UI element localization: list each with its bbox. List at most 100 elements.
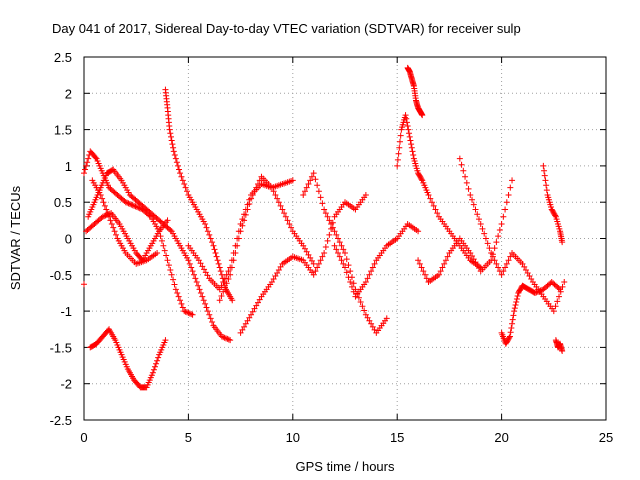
data-point bbox=[160, 242, 167, 249]
data-point bbox=[85, 155, 92, 162]
data-point bbox=[216, 297, 223, 304]
data-point bbox=[164, 217, 171, 224]
data-point bbox=[170, 144, 177, 151]
data-point bbox=[202, 300, 209, 307]
data-point bbox=[512, 302, 519, 309]
series-arc-11 bbox=[331, 220, 422, 300]
data-point bbox=[124, 199, 131, 206]
data-point bbox=[217, 268, 224, 275]
chart-title: Day 041 of 2017, Sidereal Day-to-day VTE… bbox=[52, 21, 521, 36]
data-point bbox=[189, 311, 196, 318]
data-point bbox=[181, 181, 188, 188]
data-point bbox=[203, 224, 210, 231]
data-point bbox=[131, 202, 138, 209]
data-point bbox=[541, 172, 548, 179]
data-point bbox=[193, 279, 200, 286]
data-point bbox=[129, 202, 136, 209]
data-point bbox=[345, 274, 352, 281]
data-point bbox=[503, 199, 510, 206]
data-point bbox=[486, 245, 493, 252]
data-point bbox=[324, 237, 331, 244]
data-point bbox=[522, 266, 529, 273]
data-point bbox=[154, 250, 161, 257]
data-point bbox=[312, 176, 319, 183]
y-tick-label: 1.5 bbox=[54, 123, 72, 138]
data-point bbox=[491, 257, 498, 264]
data-point bbox=[268, 184, 275, 191]
data-point bbox=[185, 257, 192, 264]
y-tick-label: -2 bbox=[60, 377, 72, 392]
data-point bbox=[184, 188, 191, 195]
data-point bbox=[336, 253, 343, 260]
data-point bbox=[103, 211, 110, 218]
data-point bbox=[216, 286, 223, 293]
data-point bbox=[509, 320, 516, 327]
data-point bbox=[528, 276, 535, 283]
data-point bbox=[347, 279, 354, 286]
data-point bbox=[185, 309, 192, 316]
series-arc-15 bbox=[456, 155, 568, 315]
data-point bbox=[199, 293, 206, 300]
data-point bbox=[189, 268, 196, 275]
data-point bbox=[248, 311, 255, 318]
data-point bbox=[557, 286, 564, 293]
data-point bbox=[281, 210, 288, 217]
data-point bbox=[361, 307, 368, 314]
data-point bbox=[540, 162, 547, 169]
data-point bbox=[505, 257, 512, 264]
data-point bbox=[286, 220, 293, 227]
data-point bbox=[218, 282, 225, 289]
data-point bbox=[284, 217, 291, 224]
data-point bbox=[537, 287, 544, 294]
data-point bbox=[249, 191, 256, 198]
data-point bbox=[101, 213, 108, 220]
data-point bbox=[347, 268, 354, 275]
data-point bbox=[186, 260, 193, 267]
data-point bbox=[225, 276, 232, 283]
data-point bbox=[333, 246, 340, 253]
data-point bbox=[510, 312, 517, 319]
data-point bbox=[128, 201, 135, 208]
data-point bbox=[405, 126, 412, 133]
data-point bbox=[300, 191, 307, 198]
data-point bbox=[107, 217, 114, 224]
data-point bbox=[229, 297, 236, 304]
data-point bbox=[277, 202, 284, 209]
series-arc-16 bbox=[498, 279, 564, 347]
data-point bbox=[228, 264, 235, 271]
data-point bbox=[282, 213, 289, 220]
data-point bbox=[221, 334, 228, 341]
data-point bbox=[543, 187, 550, 194]
data-point bbox=[172, 155, 179, 162]
data-point bbox=[201, 266, 208, 273]
data-point bbox=[155, 354, 162, 361]
data-point bbox=[102, 212, 109, 219]
data-point bbox=[552, 303, 559, 310]
data-point bbox=[506, 333, 513, 340]
data-point bbox=[434, 210, 441, 217]
data-point bbox=[242, 320, 249, 327]
y-tick-label: -2.5 bbox=[50, 413, 72, 428]
data-point bbox=[179, 177, 186, 184]
data-point bbox=[230, 257, 237, 264]
data-point bbox=[232, 250, 239, 257]
data-point bbox=[536, 288, 543, 295]
data-point bbox=[552, 212, 559, 219]
data-point bbox=[182, 184, 189, 191]
data-point bbox=[514, 292, 521, 299]
data-point bbox=[195, 257, 202, 264]
data-point bbox=[408, 144, 415, 151]
data-point bbox=[279, 206, 286, 213]
data-point bbox=[199, 263, 206, 270]
data-point bbox=[462, 173, 469, 180]
x-tick-label: 15 bbox=[390, 430, 404, 445]
data-point bbox=[241, 217, 248, 224]
data-point bbox=[125, 200, 132, 207]
data-point bbox=[103, 206, 110, 213]
data-point bbox=[270, 276, 277, 283]
data-point bbox=[314, 264, 321, 271]
data-point bbox=[345, 262, 352, 269]
data-point bbox=[177, 170, 184, 177]
data-point bbox=[246, 201, 253, 208]
